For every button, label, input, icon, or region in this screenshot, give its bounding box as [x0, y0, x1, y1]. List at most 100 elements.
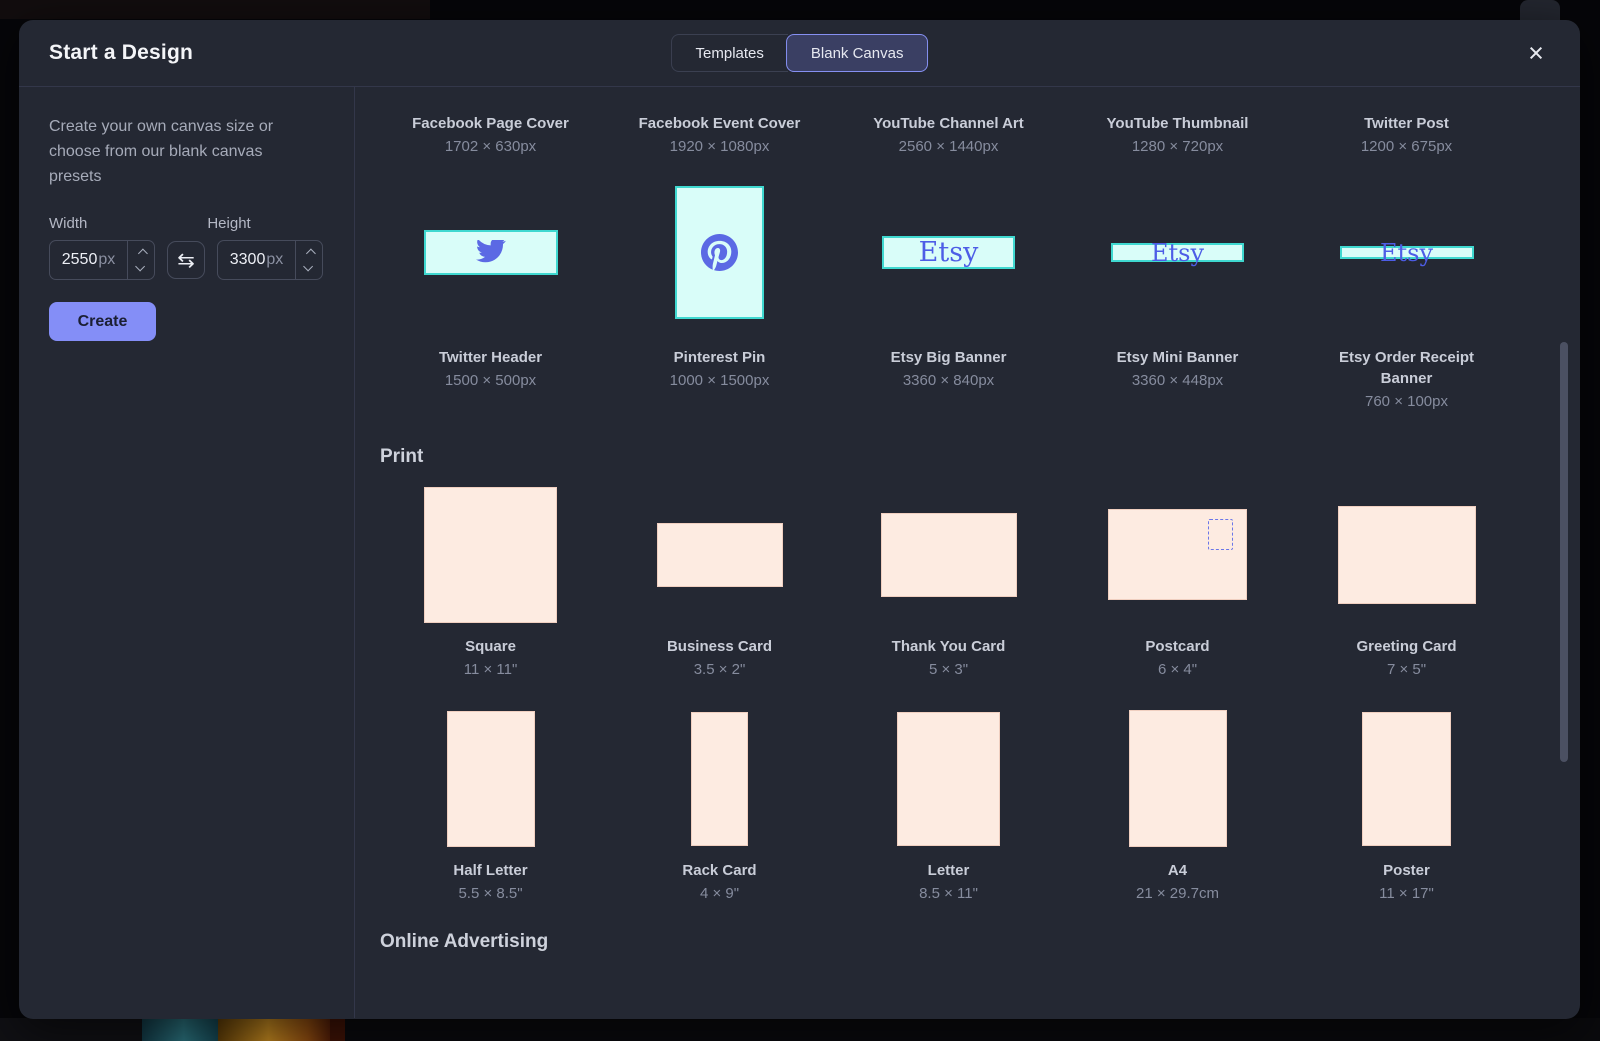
preset-card[interactable]: Twitter Post 1200 × 675px — [1292, 113, 1521, 159]
chevron-up-icon[interactable] — [305, 248, 316, 259]
preset-card[interactable]: YouTube Thumbnail 1280 × 720px — [1063, 113, 1292, 159]
height-unit: px — [266, 251, 284, 269]
preset-name: YouTube Thumbnail — [1106, 115, 1249, 132]
preset-thumbnail — [424, 486, 557, 623]
preset-card[interactable]: YouTube Channel Art 2560 × 1440px — [834, 113, 1063, 159]
twitter-icon — [475, 240, 506, 263]
preset-thumbnail — [423, 230, 558, 276]
chevron-down-icon[interactable] — [302, 261, 313, 272]
dimension-inputs-row: 2550 px ⇆ 3300 px — [49, 240, 324, 281]
preset-card[interactable]: A4 21 × 29.7cm — [1063, 698, 1292, 906]
preset-name: Etsy Mini Banner — [1116, 348, 1239, 366]
tab-blank-canvas[interactable]: Blank Canvas — [785, 34, 929, 72]
preset-thumbnail — [1337, 505, 1476, 604]
preset-row-social-labels: Facebook Page Cover 1702 × 630px Facebook … — [376, 113, 1580, 159]
close-icon[interactable]: × — [1528, 37, 1544, 68]
chevron-down-icon[interactable] — [134, 261, 145, 272]
preset-dimensions: 11 × 11" — [463, 661, 518, 679]
preset-preview — [376, 698, 605, 860]
preset-preview: Etsy — [1063, 159, 1292, 347]
preset-preview — [1063, 474, 1292, 636]
preset-dimensions: 4 × 9" — [699, 884, 740, 902]
scrollbar-thumb[interactable] — [1560, 342, 1568, 762]
preset-name: A4 — [1167, 861, 1188, 879]
preset-thumbnail — [880, 512, 1017, 597]
preset-preview: Etsy — [834, 159, 1063, 347]
pinterest-icon — [701, 234, 738, 272]
preset-thumbnail — [1362, 711, 1451, 846]
preset-card[interactable]: Half Letter 5.5 × 8.5" — [376, 698, 605, 906]
width-value: 2550 px — [61, 251, 116, 269]
preset-preview — [376, 159, 605, 347]
dimension-labels: Width Height — [49, 215, 324, 232]
background-artwork-gold — [218, 1018, 330, 1041]
preset-card[interactable]: Pinterest Pin 1000 × 1500px — [605, 159, 834, 414]
height-input[interactable]: 3300 px — [217, 240, 323, 281]
preset-card[interactable]: Greeting Card 7 × 5" — [1292, 474, 1521, 682]
preset-thumbnail — [675, 186, 764, 320]
preset-thumbnail — [691, 711, 748, 846]
preset-card[interactable]: Thank You Card 5 × 3" — [834, 474, 1063, 682]
preset-thumbnail — [1128, 710, 1227, 848]
tab-group: Templates Blank Canvas — [670, 34, 929, 72]
create-button[interactable]: Create — [49, 302, 156, 342]
preset-row-print-2: Half Letter 5.5 × 8.5" Rack Card 4 × 9" Lett… — [376, 698, 1580, 906]
preset-preview — [605, 698, 834, 860]
preset-preview — [1292, 698, 1521, 860]
swap-dimensions-button[interactable]: ⇆ — [167, 241, 205, 280]
preset-card[interactable]: Business Card 3.5 × 2" — [605, 474, 834, 682]
preset-dimensions: 7 × 5" — [1386, 661, 1427, 679]
preset-card[interactable]: Twitter Header 1500 × 500px — [376, 159, 605, 414]
preset-card[interactable]: Letter 8.5 × 11" — [834, 698, 1063, 906]
swap-arrows-icon: ⇆ — [177, 248, 195, 272]
preset-dimensions: 2560 × 1440px — [898, 138, 999, 156]
preset-thumbnail: Etsy — [1339, 241, 1474, 265]
preset-thumbnail: Etsy — [1111, 241, 1244, 265]
preset-card[interactable]: Etsy Etsy Big Banner 3360 × 840px — [834, 159, 1063, 414]
width-stepper[interactable] — [127, 241, 154, 280]
preset-dimensions: 11 × 17" — [1379, 884, 1434, 902]
preset-name: Half Letter — [453, 861, 528, 879]
preset-card[interactable]: Square 11 × 11" — [376, 474, 605, 682]
preset-card[interactable]: Etsy Etsy Mini Banner 3360 × 448px — [1063, 159, 1292, 414]
preset-thumbnail — [897, 711, 1000, 846]
preset-thumbnail — [1108, 509, 1247, 601]
background-artwork-dark — [0, 1018, 142, 1041]
width-input[interactable]: 2550 px — [49, 240, 155, 281]
preset-card[interactable]: Facebook Event Cover 1920 × 1080px — [605, 113, 834, 159]
preset-name: Etsy Order Receipt Banner — [1338, 348, 1475, 388]
preset-thumbnail — [656, 522, 783, 587]
preset-card[interactable]: Facebook Page Cover 1702 × 630px — [376, 113, 605, 159]
stamp-icon — [1208, 519, 1233, 551]
preset-card[interactable]: Rack Card 4 × 9" — [605, 698, 834, 906]
preset-name: Rack Card — [682, 861, 757, 879]
background-app-strip — [0, 0, 430, 19]
modal-title: Start a Design — [49, 41, 194, 64]
preset-dimensions: 1200 × 675px — [1360, 138, 1453, 156]
tab-templates[interactable]: Templates — [670, 34, 788, 72]
preset-name: Twitter Post — [1364, 115, 1449, 132]
preset-name: Pinterest Pin — [673, 348, 766, 366]
preset-name: Business Card — [666, 637, 773, 655]
preset-dimensions: 3360 × 840px — [902, 372, 995, 390]
preset-card[interactable]: Poster 11 × 17" — [1292, 698, 1521, 906]
preset-dimensions: 3360 × 448px — [1131, 372, 1224, 390]
preset-dimensions: 1000 × 1500px — [669, 372, 770, 390]
preset-name: Facebook Event Cover — [638, 115, 801, 132]
preset-preview — [834, 698, 1063, 860]
preset-dimensions: 1280 × 720px — [1131, 138, 1224, 156]
height-stepper[interactable] — [295, 241, 322, 280]
preset-preview — [376, 474, 605, 636]
preset-preview — [1063, 698, 1292, 860]
modal-body: Create your own canvas size or choose fr… — [19, 87, 1580, 1018]
preset-dimensions: 3.5 × 2" — [693, 661, 746, 679]
preset-dimensions: 760 × 100px — [1365, 393, 1448, 411]
preset-thumbnail — [446, 710, 535, 847]
chevron-up-icon[interactable] — [137, 248, 148, 259]
custom-size-sidebar: Create your own canvas size or choose fr… — [19, 87, 355, 1018]
section-header-print: Print — [380, 445, 424, 467]
background-artwork-red — [330, 1018, 345, 1041]
preset-thumbnail: Etsy — [882, 236, 1015, 270]
preset-card[interactable]: Etsy Etsy Order Receipt Banner 760 × 100px — [1292, 159, 1521, 414]
preset-card[interactable]: Postcard 6 × 4" — [1063, 474, 1292, 682]
